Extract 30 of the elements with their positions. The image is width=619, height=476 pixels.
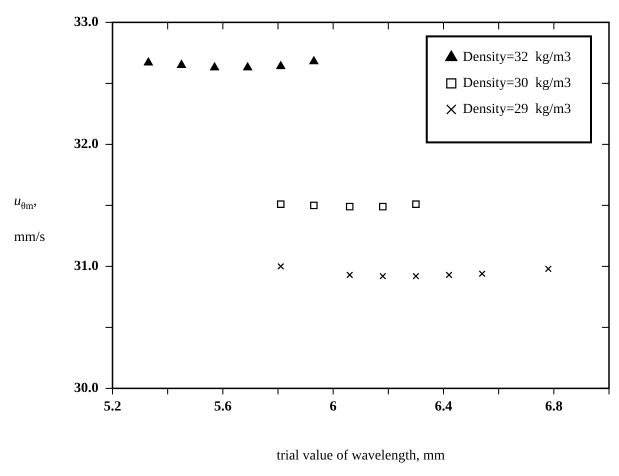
point (379, 272, 386, 280)
point (346, 272, 354, 278)
x-tick-label: 5.2 (104, 399, 122, 414)
y-tick-label: 30.0 (74, 381, 98, 396)
point (478, 270, 486, 278)
x-tick-label: 6.8 (545, 399, 563, 414)
point (210, 62, 220, 70)
point (544, 265, 552, 272)
x-tick-label: 6.4 (434, 399, 452, 414)
legend-label: Density=30 kg/m3 (462, 76, 572, 92)
point (309, 56, 318, 64)
point (243, 62, 252, 70)
y-tick-label: 31.0 (74, 259, 98, 274)
point (276, 61, 286, 70)
point (446, 272, 452, 278)
point (144, 58, 153, 66)
point (277, 262, 284, 270)
point (310, 202, 318, 210)
point (346, 202, 354, 210)
y-tick-label: 33.0 (74, 15, 98, 30)
legend-label: Density=32 kg/m3 (462, 50, 572, 66)
point (276, 200, 285, 208)
point (379, 202, 387, 210)
legend-label: Density=29 kg/m3 (462, 102, 572, 118)
point (412, 200, 420, 208)
y-tick-label: 32.0 (74, 137, 98, 152)
x-axis-title: trial value of wavelength, mm (276, 448, 446, 464)
x-tick-label: 6 (330, 399, 337, 414)
x-tick-label: 5.6 (214, 399, 232, 414)
point (176, 60, 186, 68)
